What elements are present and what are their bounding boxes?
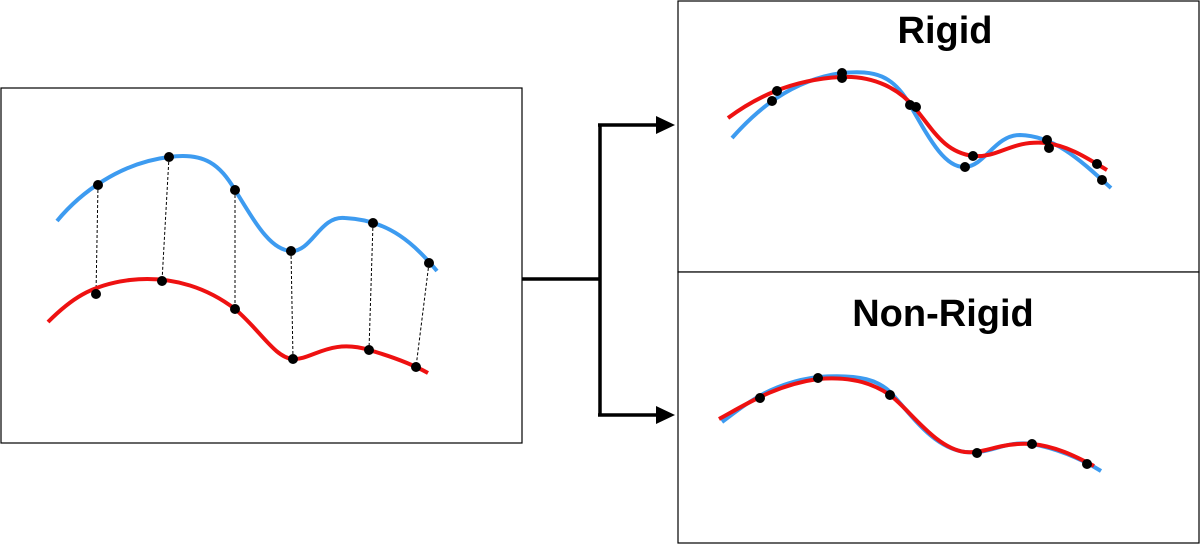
correspondence-line xyxy=(95,184,99,295)
rigid-point xyxy=(1092,159,1102,169)
non-rigid-point xyxy=(755,393,765,403)
source-point xyxy=(424,258,434,268)
input-panel-frame xyxy=(0,87,523,444)
arrowhead-non-rigid-icon xyxy=(656,406,675,424)
target-point xyxy=(91,289,101,299)
source-point xyxy=(230,185,240,195)
non-rigid-point xyxy=(1027,439,1037,449)
non-rigid-point xyxy=(813,373,823,383)
non-rigid-point xyxy=(972,448,982,458)
target-points xyxy=(91,276,421,372)
rigid-point xyxy=(837,73,847,83)
branch-connector xyxy=(522,123,664,417)
non-rigid-panel-frame xyxy=(677,271,1200,544)
correspondence-line xyxy=(368,222,374,351)
target-point xyxy=(230,304,240,314)
rigid-point xyxy=(1044,143,1054,153)
non-rigid-point xyxy=(885,390,895,400)
arrowhead-rigid-icon xyxy=(656,116,675,134)
target-point xyxy=(411,362,421,372)
rigid-point xyxy=(1042,135,1052,145)
rigid-point xyxy=(960,162,970,172)
non-rigid-title: Non-Rigid xyxy=(852,293,1034,335)
source-points xyxy=(93,152,434,268)
correspondence-lines xyxy=(95,156,430,368)
source-point xyxy=(164,152,174,162)
rigid-point xyxy=(911,102,921,112)
input-panel xyxy=(0,87,523,444)
correspondence-line xyxy=(415,262,430,368)
source-point xyxy=(368,218,378,228)
source-point xyxy=(93,180,103,190)
rigid-point xyxy=(968,151,978,161)
target-point xyxy=(288,354,298,364)
correspondence-line xyxy=(161,156,170,282)
target-point xyxy=(364,345,374,355)
rigid-point xyxy=(767,96,777,106)
rigid-point xyxy=(772,86,782,96)
rigid-point xyxy=(1097,175,1107,185)
target-point xyxy=(157,276,167,286)
correspondence-line xyxy=(290,250,294,360)
source-point xyxy=(286,246,296,256)
non-rigid-point xyxy=(1082,459,1092,469)
rigid-title: Rigid xyxy=(898,10,993,52)
non-rigid-panel: Non-Rigid xyxy=(677,271,1200,544)
rigid-points xyxy=(767,68,1107,185)
source-curve xyxy=(55,154,439,273)
non-rigid-points xyxy=(755,373,1092,469)
rigid-panel: Rigid xyxy=(677,0,1200,273)
